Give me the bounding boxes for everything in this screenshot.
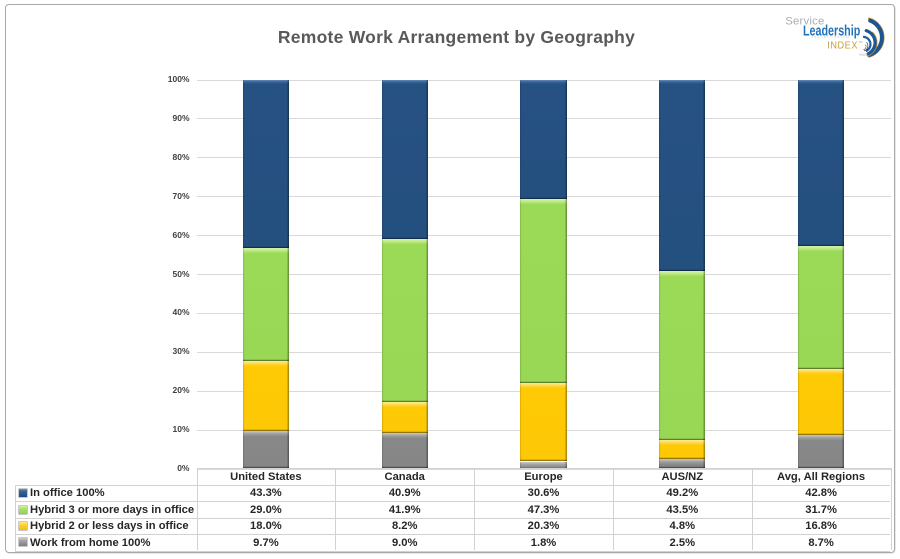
svg-text:INCORPORATED: INCORPORATED [812, 35, 850, 39]
svg-text:TM: TM [859, 40, 864, 44]
svg-text:Leadership: Leadership [803, 22, 860, 39]
svg-text:Service: Service [785, 15, 824, 27]
svg-text:INDEX: INDEX [827, 39, 858, 50]
